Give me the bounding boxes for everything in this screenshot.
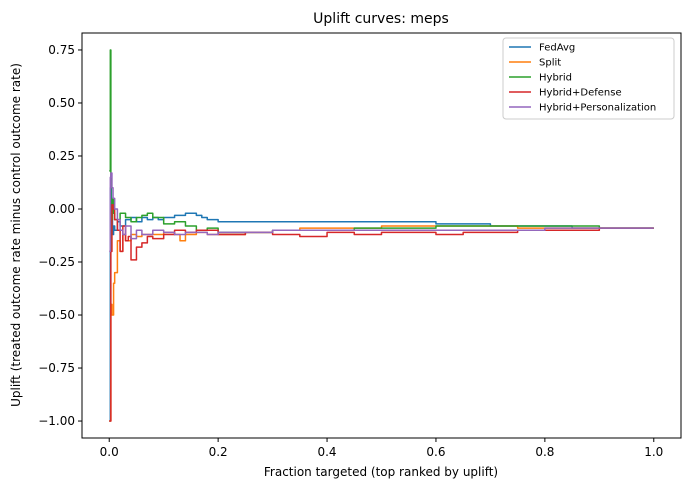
legend-label: Hybrid+Personalization xyxy=(539,103,656,114)
plot-frame xyxy=(81,32,682,439)
series-line-split xyxy=(109,225,654,422)
x-tick-label: 0.4 xyxy=(317,445,336,459)
chart-title: Uplift curves: meps xyxy=(313,11,449,27)
legend-box xyxy=(502,37,675,120)
legend-label: Hybrid xyxy=(539,73,572,84)
x-tick-label: 0.0 xyxy=(100,445,119,459)
x-axis: 0.0 0.2 0.4 0.6 0.8 1.0 xyxy=(100,438,663,459)
y-tick-label: −0.75 xyxy=(38,361,75,375)
y-tick-label: 0.50 xyxy=(48,96,75,110)
y-tick-label: 0.25 xyxy=(48,149,75,163)
y-tick-label: 0.00 xyxy=(48,202,75,216)
y-axis-label: Uplift (treated outcome rate minus contr… xyxy=(9,63,23,407)
y-axis: −1.00 −0.75 −0.50 −0.25 0.00 0.25 0.50 0.75 xyxy=(38,43,82,428)
legend-label: Hybrid+Defense xyxy=(539,88,622,99)
x-tick-label: 0.6 xyxy=(426,445,445,459)
legend: FedAvg Split Hybrid Hybrid+Defense Hybrid+Pe… xyxy=(502,37,675,120)
y-tick-label: −0.25 xyxy=(38,255,75,269)
x-tick-label: 0.2 xyxy=(209,445,228,459)
series-layer xyxy=(109,49,654,422)
series-line-hybrid-personalization xyxy=(109,172,654,253)
y-tick-label: −1.00 xyxy=(38,414,75,428)
y-tick-label: −0.50 xyxy=(38,308,75,322)
x-tick-label: 1.0 xyxy=(644,445,663,459)
x-tick-label: 0.8 xyxy=(535,445,554,459)
legend-label: Split xyxy=(539,58,561,69)
x-axis-label: Fraction targeted (top ranked by uplift) xyxy=(264,465,498,479)
y-tick-label: 0.75 xyxy=(48,43,75,57)
legend-label: FedAvg xyxy=(539,43,575,54)
series-line-hybrid xyxy=(109,49,654,253)
